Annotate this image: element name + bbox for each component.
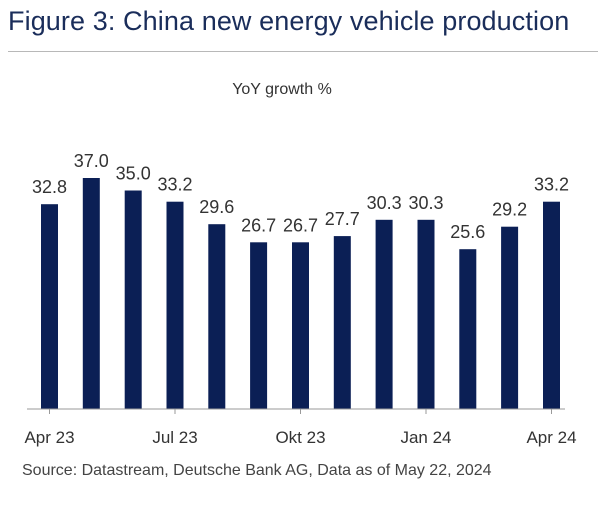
x-tick-label-2: Okt 23 — [275, 428, 325, 447]
value-label-4: 29.6 — [199, 197, 234, 217]
x-tick-label-1: Jul 23 — [152, 428, 197, 447]
value-label-10: 25.6 — [450, 222, 485, 242]
bar-9 — [417, 219, 435, 409]
value-labels-group: 32.8 37.0 35.0 33.2 29.6 26.7 26.7 27.7 30.3 30.3… — [32, 151, 569, 242]
bar-7 — [333, 236, 351, 409]
bar-1 — [82, 178, 100, 409]
chart-subtitle: YoY growth % — [232, 81, 332, 98]
x-tick-label-4: Apr 24 — [526, 428, 576, 447]
bar-12 — [543, 201, 560, 409]
bar-4 — [208, 224, 226, 409]
value-label-12: 33.2 — [534, 175, 569, 195]
x-axis-ticks-group: Apr 23 Jul 23 Okt 23 Jan 24 Apr 24 — [24, 409, 577, 447]
value-label-8: 30.3 — [367, 193, 402, 213]
bar-10 — [459, 249, 477, 409]
bar-8 — [375, 219, 393, 409]
bar-5 — [250, 242, 268, 409]
source-note: Source: Datastream, Deutsche Bank AG, Da… — [22, 462, 492, 479]
x-tick-label-3: Jan 24 — [400, 428, 451, 447]
value-label-1: 37.0 — [74, 151, 109, 171]
value-label-5: 26.7 — [241, 215, 276, 235]
bars-group — [41, 178, 560, 409]
value-label-3: 33.2 — [157, 175, 192, 195]
value-label-6: 26.7 — [283, 215, 318, 235]
value-label-11: 29.2 — [492, 200, 527, 220]
figure-title: Figure 3: China new energy vehicle produ… — [8, 6, 570, 36]
value-label-7: 27.7 — [325, 209, 360, 229]
value-label-2: 35.0 — [116, 164, 151, 184]
x-tick-label-0: Apr 23 — [24, 428, 74, 447]
value-label-0: 32.8 — [32, 177, 67, 197]
bar-3 — [166, 201, 184, 409]
bar-6 — [292, 242, 309, 409]
bar-2 — [124, 190, 142, 409]
title-divider — [8, 51, 598, 52]
bar-11 — [501, 226, 519, 409]
value-label-9: 30.3 — [408, 193, 443, 213]
bar-0 — [41, 204, 58, 409]
